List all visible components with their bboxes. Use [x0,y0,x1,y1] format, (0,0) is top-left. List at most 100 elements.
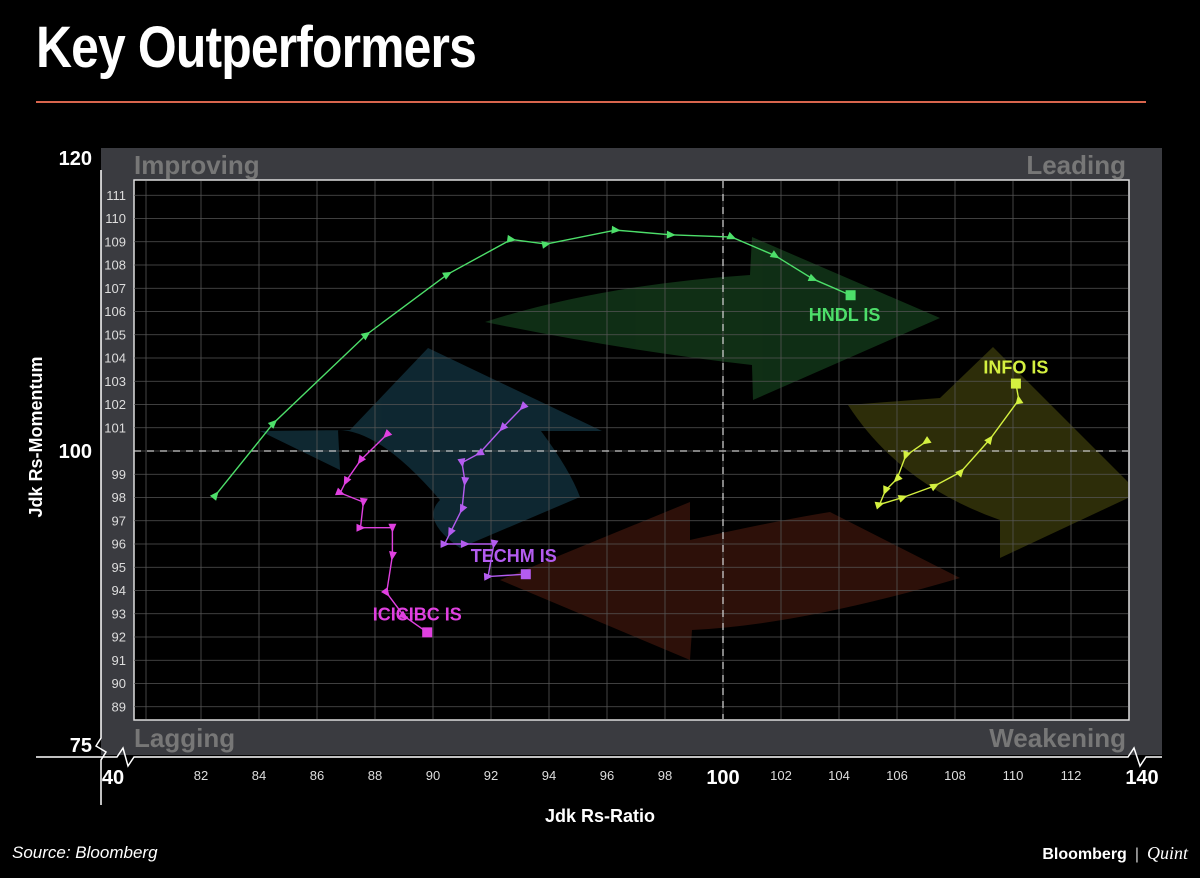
trail-point-icicibc-is-5 [356,523,366,532]
trail-point-icicibc-is-9 [398,610,409,619]
series-techm-is: TECHM IS [440,401,557,581]
y-tick-92: 92 [112,630,126,645]
trail-line-hndl-is [214,229,851,496]
trail-point-hndl-is-0 [209,491,219,501]
x-tick-140: 140 [1125,767,1158,789]
series-hndl-is: HNDL IS [209,225,881,501]
y-axis-line [94,170,108,805]
head-marker-hndl-is [845,290,856,301]
trail-point-icicibc-is-3 [334,487,345,496]
improving-arrow [260,348,602,548]
y-tick-104: 104 [104,351,126,366]
trail-point-techm-is-4 [461,476,470,487]
trail-point-techm-is-5 [459,503,468,514]
series-label-icicibc-is: ICICIBC IS [373,604,462,624]
trail-point-techm-is-0 [519,401,529,411]
trail-point-icicibc-is-2 [343,475,352,486]
trail-point-icicibc-is-1 [357,454,367,465]
x-tick-labels: 82 84 86 88 90 92 94 96 98 100 102 104 106 108 110 112 [194,767,1082,789]
trail-point-info-is-1 [903,450,911,461]
trail-line-techm-is [443,406,526,578]
trail-point-hndl-is-2 [360,331,371,341]
trail-point-techm-is-10 [483,572,494,581]
y-tick-106: 106 [104,304,126,319]
series-label-techm-is: TECHM IS [471,546,557,566]
quadrant-label-leading: Leading [1026,150,1126,180]
head-marker-icicibc-is [422,627,433,638]
y-tick-111: 111 [106,188,126,203]
brand-partner: Quint [1146,843,1188,863]
trail-point-info-is-4 [874,501,885,510]
title-divider [36,101,1146,103]
x-tick-98: 98 [658,768,672,783]
trail-point-hndl-is-9 [769,250,780,259]
x-tick-106: 106 [886,768,908,783]
y-tick-95: 95 [112,560,126,575]
y-tick-120: 120 [59,148,92,170]
rotation-arrows [260,237,1128,660]
x-tick-82: 82 [194,768,208,783]
trail-point-hndl-is-7 [666,230,676,239]
trail-point-techm-is-1 [499,422,509,432]
x-tick-110: 110 [1003,768,1024,783]
x-tick-104: 104 [828,768,850,783]
brand-separator: | [1134,846,1139,863]
x-tick-96: 96 [600,768,614,783]
trail-point-icicibc-is-0 [383,429,393,439]
y-tick-75: 75 [70,735,92,757]
x-axis-line [36,746,1162,768]
trail-point-techm-is-2 [474,447,485,456]
trail-point-info-is-7 [955,468,965,478]
y-tick-107: 107 [104,281,126,296]
series-info-is: INFO IS [874,358,1048,510]
series-label-hndl-is: HNDL IS [809,305,881,325]
trail-point-hndl-is-1 [267,419,278,429]
trail-point-info-is-8 [984,435,993,445]
trail-point-info-is-2 [893,473,903,483]
y-tick-91: 91 [112,653,126,668]
trail-point-icicibc-is-7 [389,551,397,561]
x-tick-92: 92 [484,768,498,783]
x-tick-100: 100 [706,767,739,789]
trail-point-hndl-is-6 [611,225,621,234]
quadrant-label-improving: Improving [134,150,260,180]
trail-point-icicibc-is-4 [359,497,368,508]
y-axis-label: Jdk Rs-Momentum [26,356,46,517]
leading-arrow [485,237,940,400]
quadrant-label-weakening: Weakening [989,723,1126,753]
x-tick-90: 90 [426,768,440,783]
y-tick-93: 93 [112,606,126,621]
y-tick-110: 110 [105,211,126,226]
y-tick-89: 89 [112,699,126,714]
y-tick-103: 103 [104,374,126,389]
y-tick-labels: 89 90 91 92 93 94 95 96 97 98 99 100 101 102 103 104 105… [59,188,126,715]
lagging-arrow [500,502,960,660]
y-tick-100: 100 [59,441,92,463]
y-tick-98: 98 [112,490,126,505]
x-tick-86: 86 [310,768,324,783]
trail-point-techm-is-9 [490,539,499,549]
y-tick-90: 90 [112,676,126,691]
page-title: Key Outperformers [36,15,477,80]
x-tick-94: 94 [542,768,556,783]
y-tick-108: 108 [104,258,126,273]
x-tick-112: 112 [1061,768,1082,783]
y-tick-109: 109 [104,234,126,249]
head-marker-techm-is [520,569,531,580]
y-tick-99: 99 [112,467,126,482]
trail-point-hndl-is-8 [726,231,737,240]
y-tick-102: 102 [104,397,126,412]
series-group: HNDL IS TECHM IS ICICIBC IS INFO IS [209,225,1048,638]
weakening-arrow [848,347,1128,558]
trail-point-hndl-is-5 [541,240,552,249]
quadrant-label-lagging: Lagging [134,723,235,753]
y-tick-97: 97 [112,513,126,528]
brand-name: Bloomberg [1042,846,1127,863]
x-tick-84: 84 [252,768,266,783]
y-tick-94: 94 [112,583,126,598]
trail-point-info-is-3 [883,485,891,496]
x-axis-label: Jdk Rs-Ratio [545,806,655,826]
reference-lines [134,181,1128,719]
x-tick-88: 88 [368,768,382,783]
